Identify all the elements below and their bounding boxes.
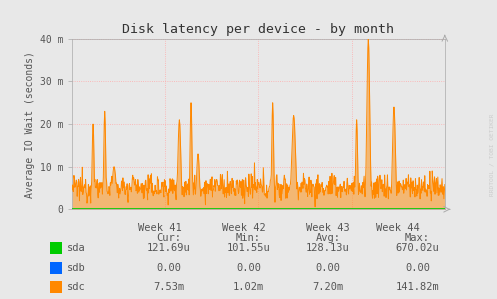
Text: Week 41: Week 41 [138,223,181,233]
Title: Disk latency per device - by month: Disk latency per device - by month [122,23,395,36]
Text: 0.00: 0.00 [157,263,181,273]
Text: Avg:: Avg: [316,233,340,243]
Text: 121.69u: 121.69u [147,243,191,253]
Text: Max:: Max: [405,233,430,243]
Text: Week 44: Week 44 [376,223,420,233]
Text: 0.00: 0.00 [405,263,430,273]
Text: 141.82m: 141.82m [396,282,439,292]
Text: Cur:: Cur: [157,233,181,243]
Text: 0.00: 0.00 [236,263,261,273]
Text: 7.20m: 7.20m [313,282,343,292]
Y-axis label: Average IO Wait (seconds): Average IO Wait (seconds) [25,51,35,198]
Text: 101.55u: 101.55u [227,243,270,253]
Text: 1.02m: 1.02m [233,282,264,292]
Text: RRDTOOL / TOBI OETIKER: RRDTOOL / TOBI OETIKER [490,114,495,196]
Text: 128.13u: 128.13u [306,243,350,253]
Text: sda: sda [67,243,86,253]
Text: 670.02u: 670.02u [396,243,439,253]
Text: 0.00: 0.00 [316,263,340,273]
Text: 7.53m: 7.53m [154,282,184,292]
Text: sdc: sdc [67,282,86,292]
Text: Min:: Min: [236,233,261,243]
Text: Week 42: Week 42 [222,223,265,233]
Text: Week 43: Week 43 [306,223,349,233]
Text: sdb: sdb [67,263,86,273]
